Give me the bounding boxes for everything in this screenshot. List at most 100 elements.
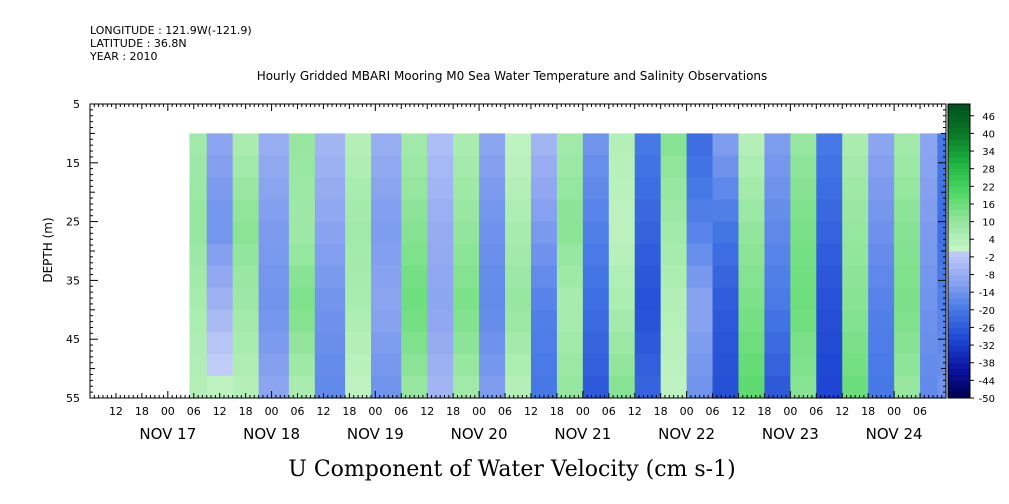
heat-cell — [427, 353, 454, 377]
heat-cell — [937, 375, 947, 399]
heat-cell — [345, 199, 372, 223]
heat-cell — [920, 199, 938, 223]
heat-cell — [189, 265, 208, 289]
colorbar-tick-label: 40 — [982, 129, 995, 140]
colorbar-tick-label: 28 — [982, 165, 995, 176]
heat-cell — [634, 287, 662, 311]
heat-cell — [920, 331, 938, 355]
heat-cell — [288, 309, 316, 333]
heat-cell — [479, 133, 506, 157]
heat-cell — [345, 287, 372, 311]
heat-cell — [608, 331, 636, 355]
heat-cell — [608, 199, 636, 223]
colorbar-swatch — [948, 104, 970, 111]
heat-cell — [206, 199, 234, 223]
heat-cell — [232, 353, 260, 377]
heat-cell — [556, 199, 584, 223]
heat-cell — [937, 221, 947, 245]
heat-cell — [401, 265, 428, 289]
colorbar-swatch — [948, 262, 970, 270]
heat-cell — [842, 331, 869, 355]
heat-cell — [582, 287, 610, 311]
heat-cell — [937, 287, 947, 311]
heat-cell — [479, 375, 506, 399]
heat-cell — [660, 177, 688, 201]
heat-cell — [189, 287, 208, 311]
x-hour-label: 00 — [680, 405, 694, 418]
heat-cell — [371, 309, 402, 333]
heat-cell — [634, 177, 662, 201]
colorbar-swatch — [948, 303, 970, 311]
heat-cell — [686, 243, 714, 267]
colorbar-swatch — [948, 145, 970, 152]
heat-cell — [479, 265, 506, 289]
colorbar-swatch — [948, 345, 970, 352]
x-day-label: NOV 18 — [243, 425, 300, 443]
heat-cell — [530, 331, 558, 355]
heat-cell — [345, 331, 372, 355]
heat-cell — [634, 265, 662, 289]
heat-cell — [258, 133, 290, 157]
heat-cell — [401, 133, 428, 157]
x-day-label: NOV 23 — [762, 425, 819, 443]
colorbar-swatch — [948, 215, 970, 223]
heat-cell — [345, 375, 372, 399]
heat-cell — [608, 353, 636, 377]
heat-cell — [258, 375, 290, 399]
colorbar-swatch — [948, 374, 970, 381]
heat-cell — [556, 309, 584, 333]
x-hour-label: 06 — [291, 405, 305, 418]
heat-cell — [660, 155, 688, 179]
colorbar-swatch — [948, 327, 970, 334]
heat-cell — [582, 331, 610, 355]
y-tick-label: 45 — [66, 333, 80, 346]
heat-cell — [816, 155, 843, 179]
colorbar: 46 40 34 28 22 16 10 4 -2 -8 -14 -20 -26 -32 -38 -44 -50 — [947, 103, 995, 405]
heat-cell — [258, 353, 290, 377]
heat-cell — [712, 243, 740, 267]
heat-cell — [371, 331, 402, 355]
heat-cell — [288, 155, 316, 179]
heat-cell — [479, 199, 506, 223]
heat-cell — [686, 331, 714, 355]
heat-cell — [868, 133, 895, 157]
heat-cell — [764, 331, 791, 355]
x-hour-label: 00 — [368, 405, 382, 418]
heat-cell — [530, 265, 558, 289]
heat-cell — [608, 243, 636, 267]
heat-cell — [937, 331, 947, 355]
heat-cell — [660, 265, 688, 289]
heat-cell — [790, 243, 817, 267]
x-hour-label: 12 — [420, 405, 434, 418]
heat-cell — [634, 221, 662, 245]
heat-cell — [345, 265, 372, 289]
heat-cell — [427, 265, 454, 289]
heat-cell — [660, 331, 688, 355]
x-hour-label: 12 — [109, 405, 123, 418]
heat-cell — [738, 375, 766, 399]
heat-cell — [738, 287, 766, 311]
heat-cell — [314, 353, 346, 377]
heat-cell — [427, 309, 454, 333]
heat-cell — [530, 221, 558, 245]
colorbar-swatch — [948, 227, 970, 234]
heat-cell — [314, 375, 346, 399]
colorbar-swatch — [948, 321, 970, 328]
heat-cell — [232, 177, 260, 201]
heat-cell — [582, 243, 610, 267]
heat-cell — [920, 243, 938, 267]
heat-cell — [894, 199, 921, 223]
heat-cell — [712, 221, 740, 245]
heat-cell — [764, 375, 791, 399]
heat-cell — [427, 155, 454, 179]
heat-cell — [232, 243, 260, 267]
heat-cell — [258, 155, 290, 179]
heat-cell — [842, 133, 869, 157]
heat-cell — [868, 177, 895, 201]
colorbar-tick-label: 22 — [982, 182, 995, 193]
heat-cell — [189, 177, 208, 201]
heat-cell — [842, 177, 869, 201]
colorbar-tick-label: -38 — [979, 359, 995, 370]
heat-cell — [401, 375, 428, 399]
